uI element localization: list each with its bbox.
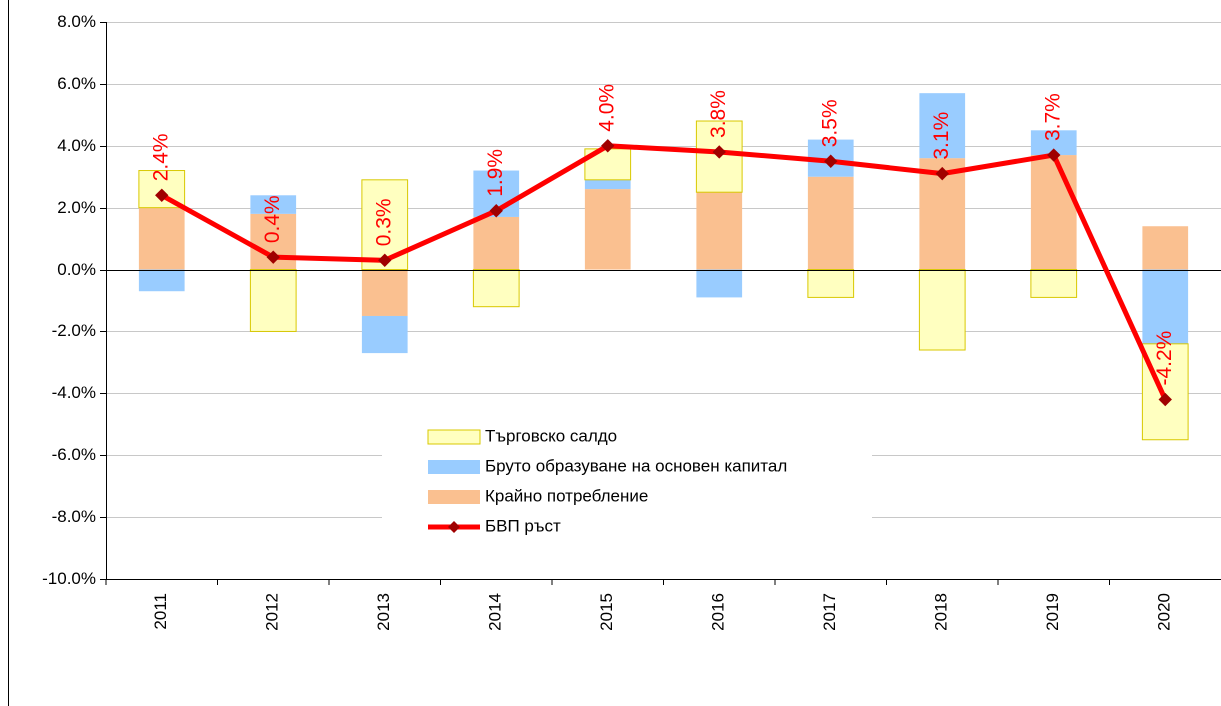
legend-swatch <box>428 460 480 474</box>
x-tick-label: 2018 <box>932 593 951 631</box>
bar <box>1141 343 1189 441</box>
line-marker <box>489 204 503 218</box>
line-marker <box>935 166 949 181</box>
bar <box>1030 155 1077 270</box>
bar <box>249 269 297 332</box>
legend-swatch <box>428 490 480 504</box>
data-label: -4.2% <box>1153 331 1176 386</box>
line-marker <box>1047 148 1061 162</box>
bar <box>138 269 185 292</box>
legend-label: БВП ръст <box>485 516 561 535</box>
y-tick-label: 2.0% <box>57 198 96 217</box>
line-marker <box>712 145 726 159</box>
x-tick-label: 2012 <box>263 593 282 631</box>
y-tick-label: 0.0% <box>57 260 96 279</box>
line-marker <box>155 188 169 202</box>
bar <box>1142 269 1189 344</box>
line-marker <box>378 253 392 267</box>
bar <box>696 269 743 298</box>
data-label: 2.4% <box>149 133 172 181</box>
line-marker <box>601 139 615 153</box>
line-marker <box>1158 392 1172 407</box>
y-tick-label: -8.0% <box>52 507 96 526</box>
y-tick-label: -2.0% <box>52 321 96 340</box>
legend-marker <box>448 521 460 533</box>
x-tick-label: 2020 <box>1155 593 1174 631</box>
x-tick-label: 2016 <box>709 593 728 631</box>
bar <box>919 93 966 159</box>
legend-swatch <box>427 429 481 445</box>
x-tick-label: 2014 <box>486 593 505 631</box>
line-marker <box>266 250 280 264</box>
data-label: 3.5% <box>818 99 841 147</box>
data-label: 3.7% <box>1041 93 1064 141</box>
y-tick-label: -10.0% <box>42 569 96 588</box>
bar <box>473 216 520 270</box>
data-label: 0.4% <box>261 195 284 243</box>
bar <box>138 207 185 270</box>
bar <box>584 179 631 190</box>
x-tick-label: 2019 <box>1043 593 1062 631</box>
legend-label: Крайно потребление <box>485 486 648 505</box>
y-tick-label: 8.0% <box>57 12 96 31</box>
x-tick-label: 2011 <box>151 593 170 630</box>
bar <box>1030 269 1078 298</box>
legend-label: Бруто образуване на основен капитал <box>485 456 787 475</box>
x-tick-label: 2013 <box>374 593 393 631</box>
bar <box>1142 226 1189 270</box>
data-label: 4.0% <box>595 84 618 132</box>
y-tick-label: -6.0% <box>52 445 96 464</box>
y-tick-label: -4.0% <box>52 383 96 402</box>
line <box>160 143 1168 401</box>
bar <box>584 189 631 270</box>
bar <box>918 269 966 351</box>
data-label: 1.9% <box>484 149 507 197</box>
bar <box>472 269 520 308</box>
data-label: 3.1% <box>930 112 953 160</box>
bar <box>807 269 855 298</box>
x-tick-label: 2017 <box>820 593 839 631</box>
bar <box>807 176 854 270</box>
x-tick-label: 2015 <box>597 593 616 631</box>
bar <box>361 315 408 354</box>
line-marker <box>824 154 838 168</box>
legend-label: Търговско салдо <box>485 426 617 445</box>
data-label: 3.8% <box>707 90 730 138</box>
bar <box>361 269 408 316</box>
data-label: 0.3% <box>372 198 395 246</box>
y-tick-label: 4.0% <box>57 136 96 155</box>
y-tick-label: 6.0% <box>57 74 96 93</box>
bar <box>696 192 743 270</box>
bar <box>250 195 297 214</box>
